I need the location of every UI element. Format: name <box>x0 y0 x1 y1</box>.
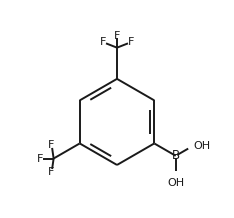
Text: OH: OH <box>167 178 184 188</box>
Text: F: F <box>48 167 55 177</box>
Text: F: F <box>48 140 55 150</box>
Text: F: F <box>37 153 44 164</box>
Text: F: F <box>114 31 120 41</box>
Text: B: B <box>172 149 180 162</box>
Text: F: F <box>128 37 134 47</box>
Text: F: F <box>100 37 106 47</box>
Text: OH: OH <box>194 141 211 151</box>
